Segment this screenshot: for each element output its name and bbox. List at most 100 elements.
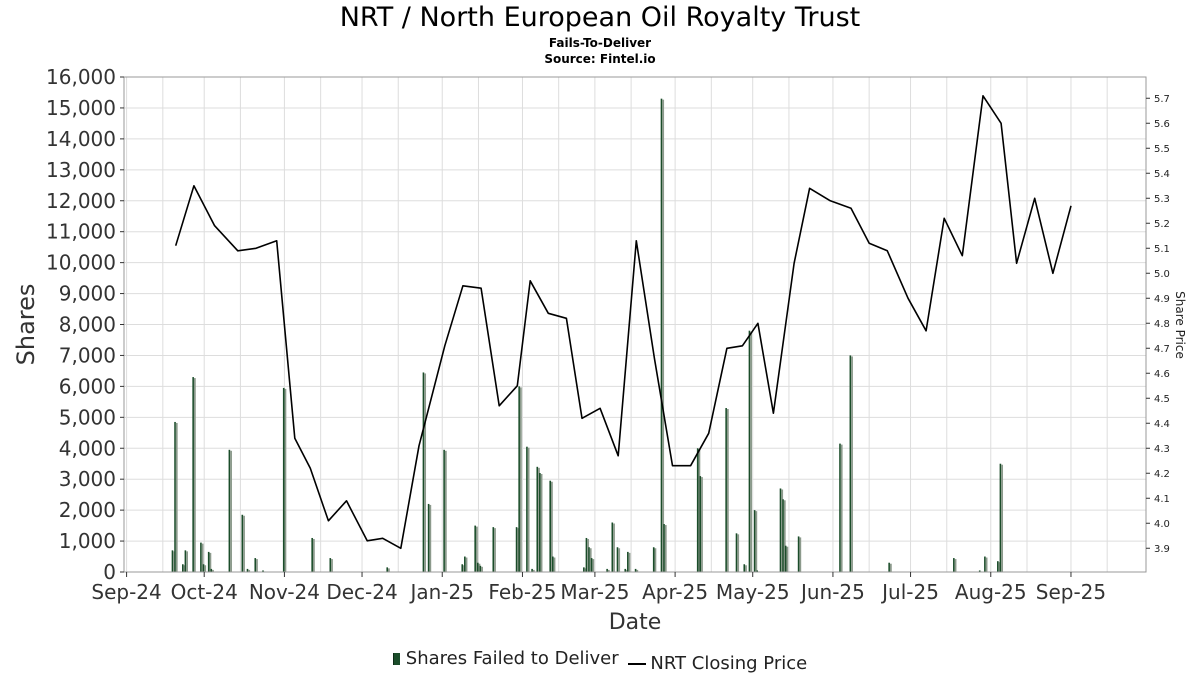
bar <box>461 564 464 572</box>
bar-shade <box>553 557 556 572</box>
bar <box>262 570 264 572</box>
bar-shade <box>607 569 610 572</box>
bar-shade <box>851 356 853 572</box>
bar <box>999 463 1002 572</box>
y2-tick-label: 4.4 <box>1154 419 1170 430</box>
y2-tick-label: 4.7 <box>1154 344 1170 355</box>
bar-shade <box>745 565 747 572</box>
bar <box>782 499 784 572</box>
bar <box>207 551 210 572</box>
bar-shade <box>737 534 740 572</box>
x-tick-label: Nov-24 <box>249 580 320 604</box>
grid <box>124 76 1146 573</box>
x-tick-label: Feb-25 <box>488 580 556 604</box>
x-tick-label: Jun-25 <box>799 580 865 604</box>
y-tick-label: 9,000 <box>59 282 116 306</box>
bar-shade <box>698 449 701 572</box>
y2-axis-title: Share Price <box>1173 291 1187 359</box>
bar <box>652 547 655 572</box>
bar <box>246 568 249 572</box>
y-tick-label: 3,000 <box>59 467 116 491</box>
y-tick-label: 13,000 <box>46 158 116 182</box>
bar-shade <box>463 565 465 572</box>
legend-item-price[interactable]: NRT Closing Price <box>628 653 807 674</box>
y2-tick-label: 4.8 <box>1154 319 1170 330</box>
bar <box>192 377 194 572</box>
bar-shade <box>589 548 592 572</box>
bar-shade <box>183 565 186 572</box>
bar-shade <box>175 422 178 572</box>
bar-shade <box>173 551 176 572</box>
y-tick-label: 11,000 <box>46 220 116 244</box>
bar <box>696 448 699 572</box>
bar-shade <box>256 559 258 572</box>
bar-shade <box>985 557 988 572</box>
bar-shade <box>284 388 287 572</box>
fails-to-deliver-chart: 0 1,000 2,000 3,000 4,000 5,000 6,000 7,000 8,00… <box>12 65 1187 635</box>
bar <box>202 564 205 572</box>
y-tick-label: 6,000 <box>59 374 116 398</box>
bar <box>549 480 552 572</box>
y-tick-label: 2,000 <box>59 498 116 522</box>
bar <box>171 550 174 572</box>
bar <box>476 562 479 572</box>
bar-shade <box>1001 464 1004 572</box>
bar-shade <box>248 569 251 572</box>
bar-shade <box>204 565 207 572</box>
bar <box>518 386 520 572</box>
bar <box>254 558 257 572</box>
bar-shade <box>481 566 483 572</box>
bar <box>611 522 614 572</box>
legend-label-price: NRT Closing Price <box>650 653 808 674</box>
bars-layer <box>171 98 1004 572</box>
bar <box>997 561 999 572</box>
bar-shade <box>193 378 196 572</box>
bar <box>978 570 981 572</box>
y2-tick-label: 5.3 <box>1154 194 1170 205</box>
bar-shade <box>654 548 657 572</box>
bar-shade <box>209 552 212 572</box>
bar-shade <box>755 511 758 572</box>
y2-tick-label: 5.7 <box>1154 94 1170 105</box>
bar <box>174 421 176 572</box>
x-axis-title: Date <box>609 610 662 635</box>
bar <box>200 542 202 572</box>
y2-tick-label: 4.1 <box>1154 494 1170 505</box>
bar-shade <box>540 474 543 572</box>
bar-shade <box>465 557 468 572</box>
bar-shade <box>592 559 595 572</box>
bar <box>784 545 787 572</box>
bar <box>583 567 585 572</box>
x-tick-label: Sep-25 <box>1036 580 1106 604</box>
bar-shade <box>618 548 621 572</box>
y-tick-label: 1,000 <box>59 529 116 553</box>
bar-shade <box>954 559 957 572</box>
bar-shade <box>494 528 496 572</box>
bar-shade <box>628 552 631 572</box>
bar <box>663 524 665 572</box>
bar <box>606 568 608 572</box>
chart-legend: Shares Failed to Deliver NRT Closing Pri… <box>0 648 1200 674</box>
bar-shade <box>243 515 245 572</box>
y2-tick-label: 4.0 <box>1154 519 1170 530</box>
x-tick-label: Mar-25 <box>560 580 629 604</box>
bar <box>849 355 852 572</box>
y2-tick-label: 5.1 <box>1154 244 1170 255</box>
y-tick-label: 7,000 <box>59 343 116 367</box>
bar-shade <box>532 569 535 572</box>
bar-shade <box>587 538 590 572</box>
bar-shade <box>636 569 639 572</box>
bar-shade <box>889 563 892 572</box>
bar-shade <box>424 373 427 572</box>
bar-shade <box>613 523 615 572</box>
x-tick-label: Aug-25 <box>955 580 1027 604</box>
bar <box>984 556 986 572</box>
bar <box>515 527 518 572</box>
bar-shade <box>517 528 520 572</box>
bar-shade <box>475 526 478 572</box>
legend-item-fails[interactable]: Shares Failed to Deliver <box>392 648 619 669</box>
bar <box>953 558 955 572</box>
bar <box>627 551 629 572</box>
bar <box>474 525 476 572</box>
bar <box>329 558 332 572</box>
